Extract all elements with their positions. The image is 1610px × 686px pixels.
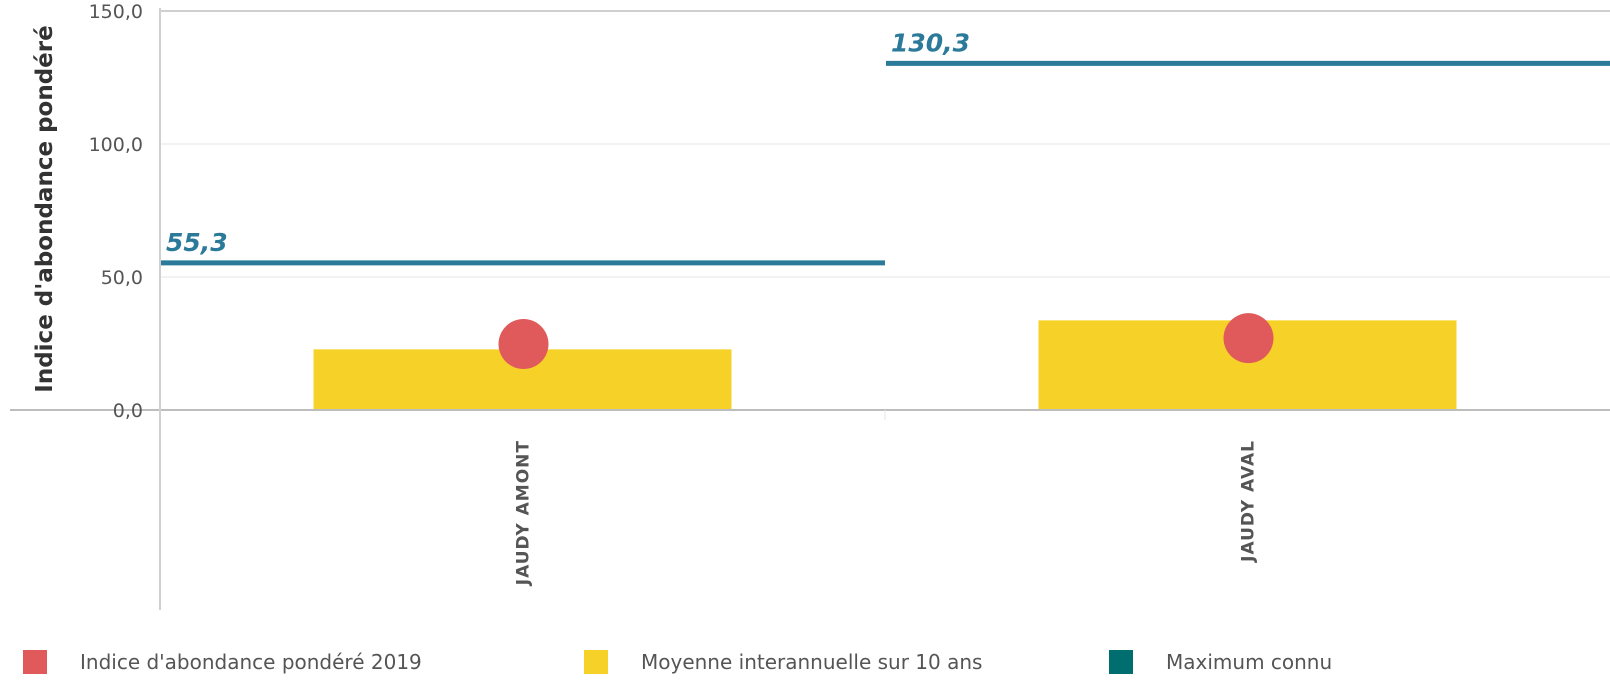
legend: Indice d'abondance pondéré 2019 Moyenne …	[0, 640, 1610, 684]
point-indice-2019	[1223, 313, 1274, 364]
category-label: JAUDY AVAL	[1239, 440, 1259, 563]
legend-label-indice-2019: Indice d'abondance pondéré 2019	[80, 650, 422, 674]
points-group	[498, 313, 1274, 370]
category-label: JAUDY AMONT	[514, 440, 534, 586]
axes	[10, 8, 1610, 610]
maximum-data-label: 55,3	[166, 228, 228, 257]
legend-item-maximum[interactable]: Maximum connu	[1109, 640, 1332, 684]
category-labels: JAUDY AMONT JAUDY AVAL	[514, 440, 1259, 586]
legend-swatch-moyenne	[584, 650, 608, 674]
legend-swatch-maximum	[1109, 650, 1133, 674]
legend-item-indice-2019[interactable]: Indice d'abondance pondéré 2019	[23, 640, 422, 684]
maximum-data-label: 130,3	[891, 28, 970, 57]
bars-group	[313, 320, 1457, 410]
y-tick-label: 0,0	[113, 400, 143, 422]
grid-lines	[160, 10, 1610, 278]
maximum-lines-group: 55,3 130,3	[161, 28, 1610, 266]
y-tick-labels: 0,0 50,0 100,0 150,0	[89, 1, 143, 422]
point-indice-2019	[498, 319, 549, 370]
legend-label-maximum: Maximum connu	[1166, 650, 1333, 674]
legend-item-moyenne[interactable]: Moyenne interannuelle sur 10 ans	[584, 640, 982, 684]
y-axis-label: Indice d'abondance pondéré	[32, 25, 58, 392]
y-tick-label: 100,0	[89, 134, 143, 156]
y-tick-label: 150,0	[89, 1, 143, 23]
y-tick-label: 50,0	[101, 267, 143, 289]
legend-label-moyenne: Moyenne interannuelle sur 10 ans	[641, 650, 983, 674]
legend-swatch-indice-2019	[23, 650, 47, 674]
